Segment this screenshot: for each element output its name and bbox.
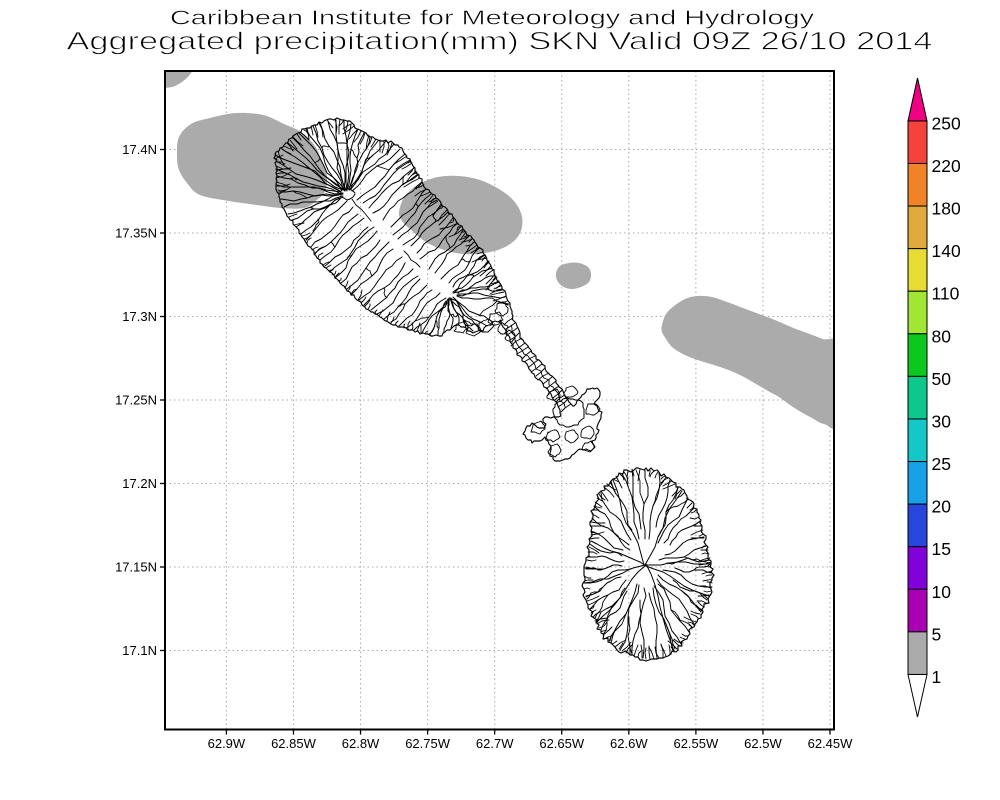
svg-text:62.9W: 62.9W — [208, 736, 246, 751]
svg-text:10: 10 — [932, 582, 952, 602]
svg-text:62.8W: 62.8W — [342, 736, 380, 751]
svg-text:62.6W: 62.6W — [610, 736, 648, 751]
svg-text:20: 20 — [932, 497, 952, 517]
svg-text:62.5W: 62.5W — [744, 736, 782, 751]
svg-text:62.65W: 62.65W — [539, 736, 585, 751]
svg-text:25: 25 — [932, 454, 951, 474]
svg-text:220: 220 — [932, 156, 961, 176]
svg-text:17.35N: 17.35N — [115, 226, 157, 241]
svg-text:62.75W: 62.75W — [405, 736, 451, 751]
svg-text:62.45W: 62.45W — [808, 736, 854, 751]
svg-text:5: 5 — [932, 624, 942, 644]
svg-text:17.2N: 17.2N — [122, 476, 157, 491]
svg-text:1: 1 — [932, 667, 942, 687]
svg-text:62.7W: 62.7W — [476, 736, 514, 751]
svg-text:80: 80 — [932, 326, 952, 346]
svg-text:250: 250 — [932, 113, 961, 133]
svg-text:17.1N: 17.1N — [122, 643, 157, 658]
svg-text:62.85W: 62.85W — [271, 736, 317, 751]
svg-text:30: 30 — [932, 411, 952, 431]
svg-text:Aggregated precipitation(mm) S: Aggregated precipitation(mm) SKN Valid 0… — [67, 28, 933, 56]
svg-text:180: 180 — [932, 199, 961, 219]
svg-text:50: 50 — [932, 369, 952, 389]
svg-text:17.25N: 17.25N — [115, 393, 157, 408]
svg-text:17.4N: 17.4N — [122, 142, 157, 157]
svg-text:17.3N: 17.3N — [122, 309, 157, 324]
svg-text:62.55W: 62.55W — [673, 736, 719, 751]
svg-text:110: 110 — [932, 284, 960, 304]
svg-text:140: 140 — [932, 241, 961, 261]
svg-text:15: 15 — [932, 539, 951, 559]
svg-text:Caribbean Institute for Meteor: Caribbean Institute for Meteorology and … — [170, 8, 814, 30]
svg-text:17.15N: 17.15N — [115, 560, 157, 575]
